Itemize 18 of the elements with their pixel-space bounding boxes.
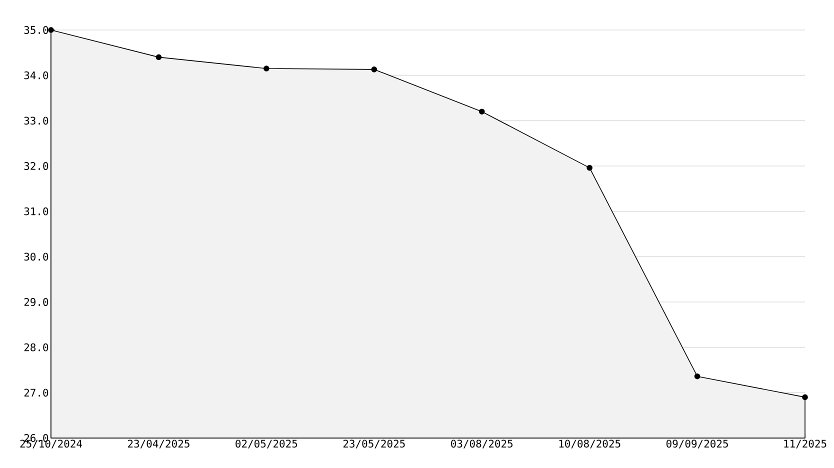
y-tick-label: 26.0 [24, 434, 48, 442]
x-tick-label: 10/08/2025 [559, 440, 620, 448]
y-tick-label: 28.0 [24, 343, 48, 352]
y-tick-label: 31.0 [24, 207, 48, 216]
y-tick-label: 29.0 [24, 298, 48, 306]
y-tick-label: 32.0 [24, 162, 48, 170]
x-tick-label: 09/09/2025 [666, 440, 728, 448]
y-tick-label: 30.0 [24, 252, 48, 261]
x-tick-label: 03/08/2025 [451, 440, 512, 448]
x-tick-label: 11/2025 [784, 440, 826, 448]
y-tick-label: 35.0 [24, 26, 48, 34]
x-tick-label: 25/10/2024 [20, 440, 82, 448]
x-tick-label: 02/05/2025 [236, 440, 298, 448]
x-tick-label: 23/04/2025 [128, 440, 190, 448]
x-tick-label: 23/05/2025 [343, 440, 405, 448]
y-tick-label: 27.0 [24, 388, 48, 397]
y-tick-label: 34.0 [24, 71, 48, 80]
y-tick-label: 33.0 [24, 116, 48, 125]
